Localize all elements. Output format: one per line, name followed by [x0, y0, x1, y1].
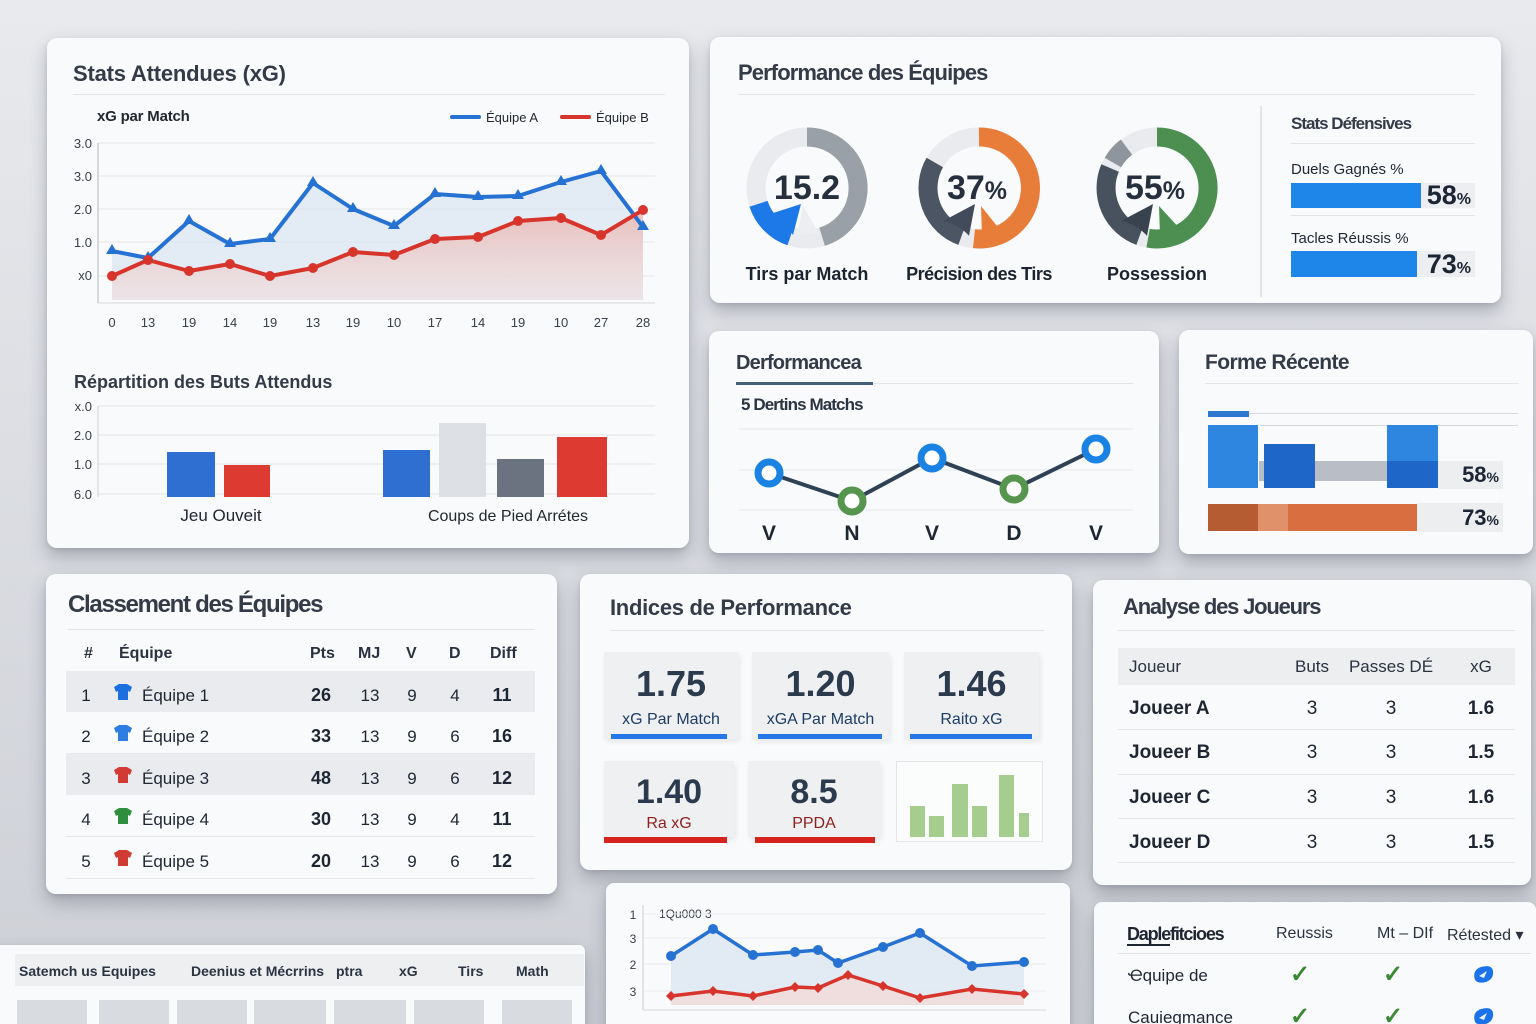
svg-text:3: 3	[1307, 832, 1318, 853]
svg-text:14: 14	[223, 315, 237, 330]
svg-text:Buts: Buts	[1295, 657, 1329, 676]
svg-text:13: 13	[361, 769, 380, 788]
svg-text:Passes DÉ: Passes DÉ	[1349, 657, 1433, 676]
svg-text:6: 6	[450, 727, 459, 746]
svg-text:Équipe 4: Équipe 4	[142, 810, 209, 829]
svg-text:13: 13	[361, 686, 380, 705]
svg-text:3: 3	[81, 769, 90, 788]
svg-text:27: 27	[594, 315, 608, 330]
svg-text:55%: 55%	[1125, 169, 1185, 207]
svg-text:10: 10	[387, 315, 401, 330]
svg-text:3: 3	[1386, 832, 1397, 853]
svg-text:33: 33	[311, 726, 331, 746]
svg-text:14: 14	[471, 315, 485, 330]
svg-text:xG: xG	[1470, 657, 1492, 676]
svg-text:13: 13	[141, 315, 155, 330]
svg-text:2.0: 2.0	[74, 202, 92, 217]
svg-text:13: 13	[361, 727, 380, 746]
svg-text:37%: 37%	[947, 169, 1007, 207]
svg-text:4: 4	[450, 686, 459, 705]
svg-text:1.5: 1.5	[1468, 832, 1495, 853]
svg-text:28: 28	[636, 315, 650, 330]
svg-text:Équipe 2: Équipe 2	[142, 727, 209, 746]
svg-text:1.0: 1.0	[74, 235, 92, 250]
svg-text:9: 9	[407, 769, 416, 788]
svg-text:15.2: 15.2	[774, 169, 840, 207]
svg-text:Joueer A: Joueer A	[1129, 698, 1210, 719]
svg-text:5: 5	[81, 852, 90, 871]
svg-text:3.0: 3.0	[74, 169, 92, 184]
svg-text:x.0: x.0	[75, 399, 92, 414]
svg-text:3: 3	[1386, 698, 1397, 719]
svg-text:3: 3	[1386, 742, 1397, 763]
svg-text:Équipe 1: Équipe 1	[142, 686, 209, 705]
svg-text:6: 6	[450, 852, 459, 871]
svg-text:30: 30	[311, 809, 331, 829]
svg-text:20: 20	[311, 851, 331, 871]
svg-text:6.0: 6.0	[74, 487, 92, 502]
svg-text:2: 2	[630, 958, 637, 972]
svg-text:9: 9	[407, 727, 416, 746]
svg-text:19: 19	[263, 315, 277, 330]
svg-text:13: 13	[306, 315, 320, 330]
svg-text:1.6: 1.6	[1468, 698, 1494, 719]
svg-text:1.5: 1.5	[1468, 742, 1495, 763]
svg-text:Équipe 3: Équipe 3	[142, 769, 209, 788]
svg-text:1: 1	[81, 686, 90, 705]
svg-text:V: V	[762, 522, 776, 545]
svg-text:19: 19	[182, 315, 196, 330]
svg-text:9: 9	[407, 852, 416, 871]
svg-text:48: 48	[311, 768, 331, 788]
svg-text:Joueer D: Joueer D	[1129, 832, 1210, 853]
svg-text:16: 16	[492, 726, 512, 746]
svg-text:3: 3	[630, 932, 637, 946]
svg-text:17: 17	[428, 315, 442, 330]
svg-text:12: 12	[492, 768, 512, 788]
svg-text:6: 6	[450, 769, 459, 788]
svg-text:13: 13	[361, 852, 380, 871]
svg-text:x0: x0	[78, 268, 92, 283]
svg-text:3: 3	[1307, 787, 1318, 808]
svg-text:12: 12	[492, 851, 512, 871]
svg-text:10: 10	[554, 315, 568, 330]
svg-text:13: 13	[361, 810, 380, 829]
svg-text:3: 3	[630, 985, 637, 999]
svg-text:19: 19	[511, 315, 525, 330]
svg-text:D: D	[1006, 522, 1021, 545]
svg-text:V: V	[1089, 522, 1103, 545]
svg-text:2: 2	[81, 727, 90, 746]
svg-text:1.0: 1.0	[74, 457, 92, 472]
svg-text:3: 3	[1386, 787, 1397, 808]
svg-text:1: 1	[630, 908, 637, 922]
svg-text:3.0: 3.0	[74, 136, 92, 151]
svg-text:11: 11	[492, 685, 511, 705]
svg-text:2.0: 2.0	[74, 428, 92, 443]
svg-text:1.6: 1.6	[1468, 787, 1494, 808]
svg-text:9: 9	[407, 686, 416, 705]
svg-text:Joueer C: Joueer C	[1129, 787, 1211, 808]
svg-text:19: 19	[346, 315, 360, 330]
svg-text:9: 9	[407, 810, 416, 829]
svg-text:3: 3	[1307, 742, 1318, 763]
svg-text:3: 3	[1307, 698, 1318, 719]
svg-text:4: 4	[450, 810, 459, 829]
svg-text:Joueur: Joueur	[1129, 657, 1181, 676]
svg-text:0: 0	[108, 315, 115, 330]
svg-text:V: V	[925, 522, 939, 545]
svg-text:11: 11	[492, 809, 511, 829]
svg-text:Équipe 5: Équipe 5	[142, 852, 209, 871]
svg-text:Jeu Ouveit: Jeu Ouveit	[180, 506, 262, 525]
svg-text:4: 4	[81, 810, 90, 829]
svg-text:N: N	[844, 522, 859, 545]
svg-text:Coups de Pied Arrétes: Coups de Pied Arrétes	[428, 508, 588, 525]
svg-text:26: 26	[311, 685, 331, 705]
svg-text:Joueer B: Joueer B	[1129, 742, 1210, 763]
